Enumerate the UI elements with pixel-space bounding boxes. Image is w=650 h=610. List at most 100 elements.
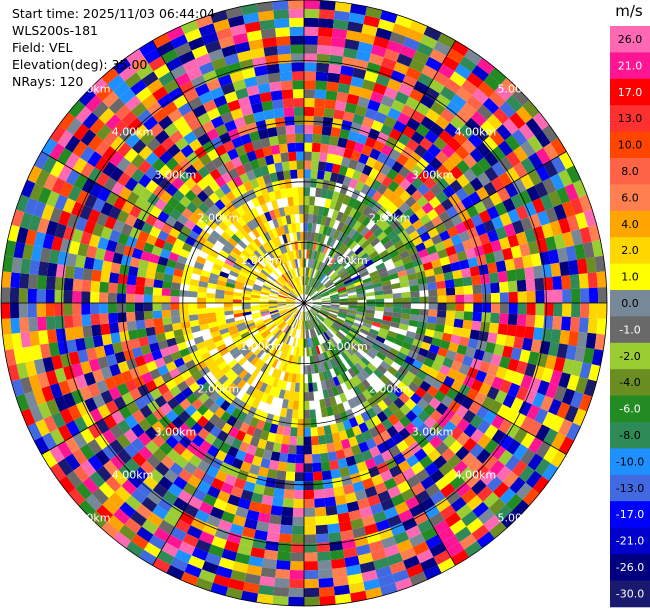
velocity-gate [438,461,454,477]
velocity-gate [550,450,567,468]
velocity-gate [532,475,550,494]
velocity-gate [401,376,413,388]
velocity-gate [407,381,420,393]
velocity-gate [387,391,399,403]
velocity-gate [304,570,319,580]
velocity-gate [402,467,416,481]
velocity-gate [405,422,418,435]
velocity-gate [452,326,463,337]
velocity-gate [304,463,313,473]
colorbar-tick-label: 0.0 [621,297,639,310]
velocity-gate [289,578,304,589]
velocity-gate [352,481,365,493]
velocity-gate [361,569,378,582]
velocity-gate [313,480,324,490]
velocity-gate [476,531,495,549]
velocity-gate [486,475,503,492]
velocity-gate [359,344,369,354]
velocity-gate [433,330,444,340]
velocity-gate [340,529,354,541]
velocity-gate [377,400,389,412]
velocity-gate [462,355,474,367]
velocity-gate [416,369,428,381]
velocity-gate [463,311,474,321]
velocity-gate [312,382,318,392]
velocity-gate [381,536,397,549]
velocity-gate [365,438,377,450]
velocity-gate [304,507,316,517]
velocity-gate [527,453,544,471]
velocity-gate [318,324,325,333]
velocity-gate [401,308,411,315]
velocity-gate [311,307,319,314]
velocity-gate [273,586,290,597]
velocity-gate [455,446,470,461]
velocity-gate [363,366,374,376]
velocity-gate [324,379,332,390]
velocity-gate [513,443,529,461]
velocity-gate [566,374,580,392]
velocity-gate [281,506,294,517]
velocity-gate [317,560,332,570]
velocity-gate [510,397,524,413]
velocity-gate [313,364,319,374]
velocity-gate [322,389,330,399]
velocity-gate [360,411,371,423]
velocity-gate [520,448,536,466]
velocity-gate [296,436,304,446]
velocity-gate [246,564,263,576]
velocity-gate [317,314,325,321]
velocity-gate [564,405,579,423]
velocity-gate [387,485,402,499]
velocity-gate [353,452,365,464]
colorbar-tick-label: 13.0 [618,112,643,125]
velocity-gate [410,392,422,405]
velocity-gate [338,520,353,532]
velocity-gate [466,517,484,534]
velocity-gate [342,323,352,330]
velocity-gate [428,344,440,355]
velocity-gate [562,303,572,317]
velocity-gate [449,426,464,441]
velocity-gate [372,403,383,416]
velocity-gate [374,306,385,312]
velocity-gate [396,381,408,393]
velocity-gate [348,436,359,448]
velocity-gate [287,345,293,355]
velocity-gate [328,531,342,543]
velocity-gate [453,352,465,364]
velocity-gate [496,404,511,419]
velocity-gate [442,534,460,550]
velocity-gate [294,481,304,491]
velocity-gate [543,445,559,464]
velocity-gate [393,420,405,433]
velocity-gate [354,362,364,373]
velocity-gate [449,519,467,535]
velocity-gate [408,441,422,455]
velocity-gate [464,303,474,312]
velocity-gate [424,504,440,520]
velocity-gate [340,351,349,361]
velocity-gate [556,343,569,359]
velocity-gate [354,535,369,548]
velocity-gate [575,376,589,394]
velocity-gate [248,464,261,476]
velocity-gate [274,577,290,588]
velocity-gate [337,402,346,414]
velocity-gate [357,359,367,370]
velocity-gate [329,423,339,434]
velocity-gate [322,342,329,352]
velocity-gate [319,452,330,463]
velocity-gate [321,306,331,310]
velocity-gate [344,319,354,325]
velocity-gate [328,339,336,348]
velocity-gate [383,356,394,366]
velocity-gate [357,392,368,404]
velocity-gate [350,472,362,484]
velocity-gate [419,380,432,392]
velocity-gate [301,347,304,357]
velocity-gate [338,430,349,441]
velocity-gate [455,481,471,497]
velocity-gate [520,374,533,390]
velocity-gate [304,498,315,508]
